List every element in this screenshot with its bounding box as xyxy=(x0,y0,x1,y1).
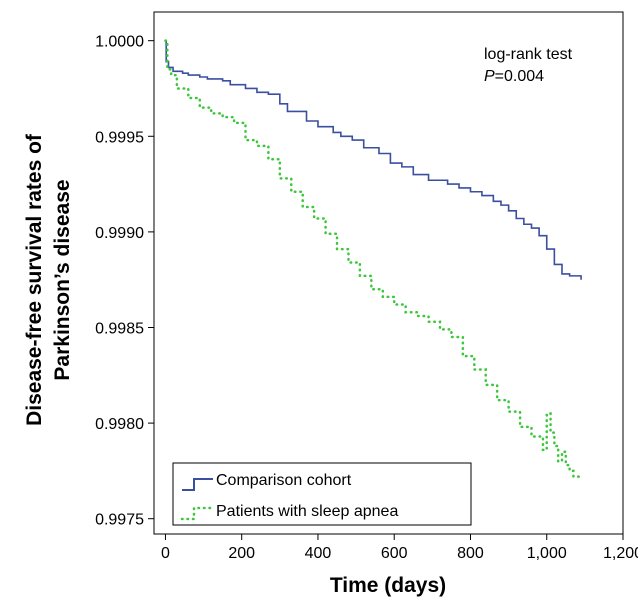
x-tick-label: 0 xyxy=(161,545,170,562)
x-axis: 0 200 400 600 800 1,000 1,200 xyxy=(161,534,638,562)
x-axis-title: Time (days) xyxy=(330,574,446,597)
x-tick-label: 200 xyxy=(228,545,255,562)
y-tick-label: 1.0000 xyxy=(95,34,144,51)
annotation-line-1: log-rank test xyxy=(484,46,573,63)
y-tick-label: 0.9975 xyxy=(95,512,144,529)
series-group xyxy=(164,39,582,478)
y-axis-title-line-1: Disease-free survival rates of xyxy=(23,133,46,426)
legend-label-sleep-apnea: Patients with sleep apnea xyxy=(216,503,398,520)
legend-swatch-comparison-cohort xyxy=(182,478,213,491)
annotation-line-2: P=0.004 xyxy=(484,68,544,85)
annotation-p-value: =0.004 xyxy=(495,68,544,85)
log-rank-annotation: log-rank test P=0.004 xyxy=(484,46,573,85)
y-tick-label: 0.9980 xyxy=(95,416,144,433)
annotation-p-symbol: P xyxy=(484,68,495,85)
x-tick-label: 400 xyxy=(305,545,332,562)
series-line-sleep-apnea xyxy=(164,39,581,478)
y-tick-label: 0.9985 xyxy=(95,320,144,337)
plot-frame xyxy=(153,11,624,535)
x-tick-label: 1,200 xyxy=(603,545,638,562)
y-axis: 0.9975 0.9980 0.9985 0.9990 0.9995 1.0000 xyxy=(95,34,154,529)
legend-label-comparison-cohort: Comparison cohort xyxy=(216,472,352,489)
y-axis-title: Disease-free survival rates of Parkinson… xyxy=(23,133,74,426)
x-tick-label: 800 xyxy=(457,545,484,562)
legend: Comparison cohort Patients with sleep ap… xyxy=(172,462,472,526)
legend-swatch-sleep-apnea xyxy=(180,506,215,521)
x-tick-label: 600 xyxy=(381,545,408,562)
series-line-comparison-cohort xyxy=(165,39,582,280)
x-tick-label: 1,000 xyxy=(527,545,567,562)
y-tick-label: 0.9990 xyxy=(95,225,144,242)
y-tick-label: 0.9995 xyxy=(95,129,144,146)
y-axis-title-line-2: Parkinson’s disease xyxy=(51,179,74,380)
legend-box xyxy=(172,462,472,526)
